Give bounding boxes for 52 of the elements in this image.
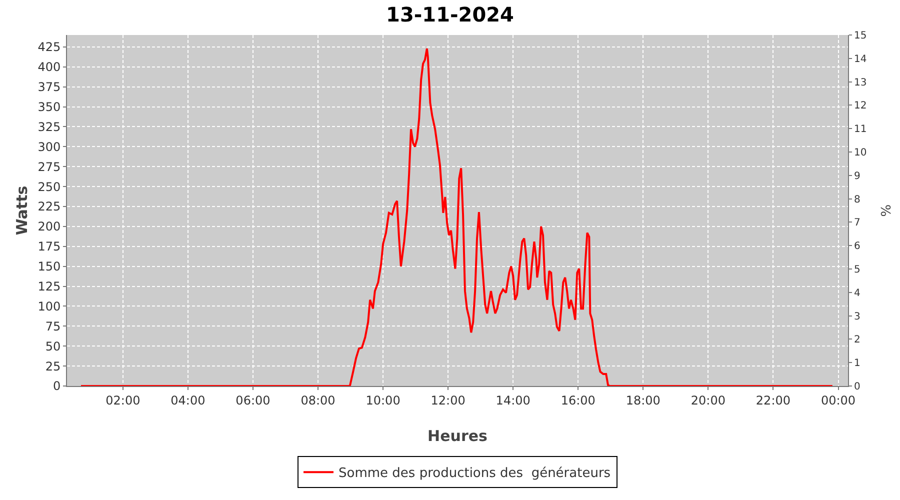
y-tick-label: 150 [38, 260, 61, 274]
y-tick-label: 75 [45, 319, 61, 334]
y-tick-label: 400 [38, 60, 61, 74]
y-tick-label: 200 [38, 220, 61, 234]
y2-tick-label: 14 [854, 54, 867, 65]
y-tick-label: 250 [38, 180, 61, 194]
x-tick-label: 22:00 [756, 393, 791, 408]
y-tick-label: 0 [52, 379, 61, 394]
y2-tick-label: 3 [854, 311, 860, 322]
chart-title: 13-11-2024 [386, 2, 514, 26]
y-tick-label: 175 [38, 240, 61, 254]
x-tick-label: 06:00 [236, 393, 270, 408]
y-tick-label: 225 [38, 200, 61, 214]
y2-tick-label: 12 [854, 100, 867, 112]
x-tick-label: 08:00 [300, 393, 336, 408]
legend-label: Somme des productions des générateurs [338, 466, 611, 482]
y2-tick-label: 9 [854, 170, 860, 182]
y2-tick-label: 2 [854, 334, 860, 346]
y2-tick-label: 5 [854, 264, 860, 276]
x-tick-label: 04:00 [170, 393, 206, 408]
y2-tick-label: 1 [854, 358, 860, 370]
x-tick-label: 14:00 [496, 393, 530, 408]
y-axis-title: Watts [13, 186, 31, 236]
y-tick-label: 350 [38, 100, 61, 114]
y2-tick-label: 11 [854, 124, 867, 136]
y-tick-label: 50 [45, 339, 61, 354]
y2-tick-label: 10 [854, 148, 867, 158]
x-tick-label: 10:00 [366, 393, 400, 408]
x-tick-label: 16:00 [560, 393, 596, 408]
y2-tick-label: 6 [854, 241, 860, 252]
y-tick-label: 25 [45, 359, 61, 374]
x-tick-label: 12:00 [430, 393, 466, 408]
y2-tick-label: 4 [854, 288, 860, 299]
x-tick-label: 02:00 [106, 393, 140, 408]
y2-tick-label: 15 [854, 30, 867, 42]
y-tick-label: 325 [38, 120, 61, 134]
x-tick-label: 18:00 [626, 393, 660, 408]
x-axis-title: Heures [428, 427, 488, 445]
y-tick-label: 125 [38, 279, 61, 294]
y2-tick-label: 13 [854, 77, 867, 88]
y2-axis-title: % [880, 204, 894, 217]
y2-tick-label: 0 [854, 382, 860, 392]
y-tick-label: 375 [38, 80, 61, 94]
x-tick-label: 00:00 [820, 393, 856, 408]
x-tick-label: 20:00 [690, 393, 726, 408]
y-tick-label: 300 [38, 140, 61, 154]
y-tick-label: 100 [38, 299, 61, 314]
y2-tick-label: 8 [854, 194, 860, 206]
y-tick-label: 275 [38, 160, 61, 174]
line-series [80, 48, 834, 386]
y2-tick-label: 7 [854, 218, 860, 229]
y-tick-label: 425 [38, 40, 61, 54]
